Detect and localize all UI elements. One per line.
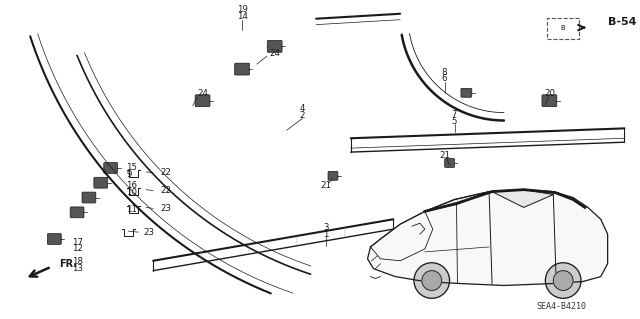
Text: 18: 18 — [72, 257, 83, 266]
Circle shape — [422, 271, 442, 290]
Circle shape — [545, 263, 581, 298]
Text: 19: 19 — [237, 5, 248, 14]
FancyBboxPatch shape — [235, 63, 250, 75]
Text: 11: 11 — [127, 205, 138, 214]
Circle shape — [414, 263, 449, 298]
Text: 21: 21 — [439, 151, 450, 160]
Text: 16: 16 — [127, 181, 138, 190]
Text: SEA4-B4210: SEA4-B4210 — [536, 302, 586, 311]
Polygon shape — [367, 189, 607, 286]
FancyBboxPatch shape — [104, 162, 118, 173]
FancyBboxPatch shape — [94, 177, 108, 188]
Polygon shape — [425, 192, 489, 211]
Text: 14: 14 — [237, 12, 248, 21]
Text: FR.: FR. — [60, 259, 77, 269]
Text: 3: 3 — [323, 223, 329, 232]
Text: 8: 8 — [442, 68, 447, 77]
Text: 17: 17 — [72, 238, 83, 247]
FancyBboxPatch shape — [195, 95, 210, 107]
Text: B-54: B-54 — [607, 17, 636, 27]
Text: 23: 23 — [160, 204, 171, 213]
FancyBboxPatch shape — [47, 234, 61, 244]
Text: 23: 23 — [143, 228, 154, 237]
Text: 20: 20 — [545, 89, 556, 98]
Text: 22: 22 — [160, 186, 171, 195]
Polygon shape — [492, 189, 554, 207]
Text: 10: 10 — [127, 188, 138, 197]
FancyBboxPatch shape — [328, 171, 338, 180]
Text: 4: 4 — [300, 104, 305, 113]
FancyBboxPatch shape — [445, 159, 454, 167]
Text: 9: 9 — [127, 170, 132, 179]
FancyBboxPatch shape — [547, 18, 579, 40]
Text: 21: 21 — [321, 181, 332, 190]
FancyBboxPatch shape — [268, 41, 282, 52]
FancyBboxPatch shape — [542, 95, 557, 107]
Text: 5: 5 — [452, 117, 457, 126]
Text: 2: 2 — [300, 111, 305, 120]
Circle shape — [554, 271, 573, 290]
Text: 15: 15 — [127, 163, 138, 172]
FancyBboxPatch shape — [461, 88, 472, 97]
Text: 12: 12 — [72, 244, 83, 253]
Text: 24: 24 — [269, 49, 280, 58]
Text: 7: 7 — [452, 110, 457, 119]
FancyBboxPatch shape — [70, 207, 84, 218]
FancyBboxPatch shape — [82, 192, 96, 203]
Text: 6: 6 — [442, 74, 447, 84]
Text: B: B — [561, 25, 566, 31]
Text: 22: 22 — [160, 168, 171, 177]
Text: 24: 24 — [197, 89, 208, 98]
Text: 13: 13 — [72, 264, 83, 273]
Text: 1: 1 — [323, 230, 329, 239]
